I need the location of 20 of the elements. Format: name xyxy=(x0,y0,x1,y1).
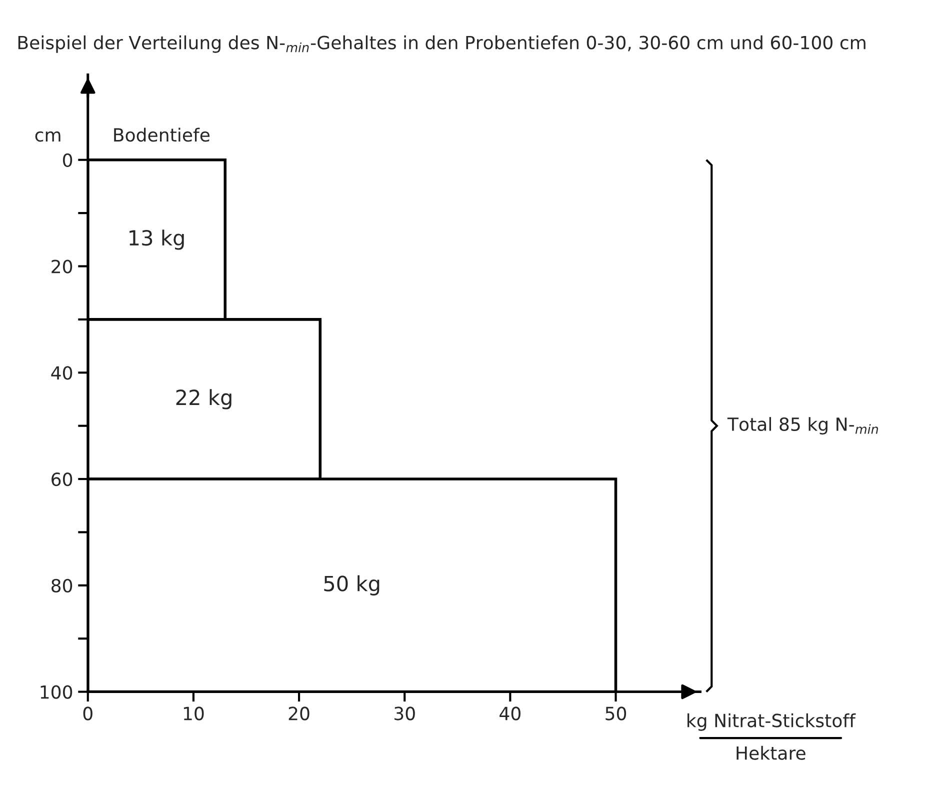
x-tick-label: 10 xyxy=(184,706,204,720)
text: Total 85 kg N-$_{min}$ xyxy=(727,417,878,435)
y-tick-label: 40 xyxy=(51,366,72,380)
y-tick-label: 0 xyxy=(62,153,72,167)
y-axis-title: cm xyxy=(35,131,60,142)
chart-title: Beispiel der Verteilung des N-$_{min}$-Gehaltes in den Probentiefen 0-30, 30-60 cm und 60-100 cm xyxy=(18,35,866,53)
x-tick-label: 30 xyxy=(394,706,415,720)
x-axis-title: kg Nitrat-Stickstoff Hektare xyxy=(688,713,856,760)
x-tick-label: 40 xyxy=(500,706,520,720)
y-tick-label: 100 xyxy=(40,685,72,699)
data-label: 50 kg xyxy=(324,575,380,596)
data-label: 22 kg xyxy=(176,389,232,410)
x-tick-label: 20 xyxy=(288,706,310,720)
y-tick-label: 80 xyxy=(52,578,72,593)
x-tick-label: 50 xyxy=(606,706,626,720)
y-tick-label: 20 xyxy=(52,260,72,274)
annotation: Bodentiefe xyxy=(114,128,210,142)
x-tick-label: 0 xyxy=(83,706,92,720)
y-tick-label: 60 xyxy=(52,472,72,486)
data-label: 13 kg xyxy=(130,230,184,250)
